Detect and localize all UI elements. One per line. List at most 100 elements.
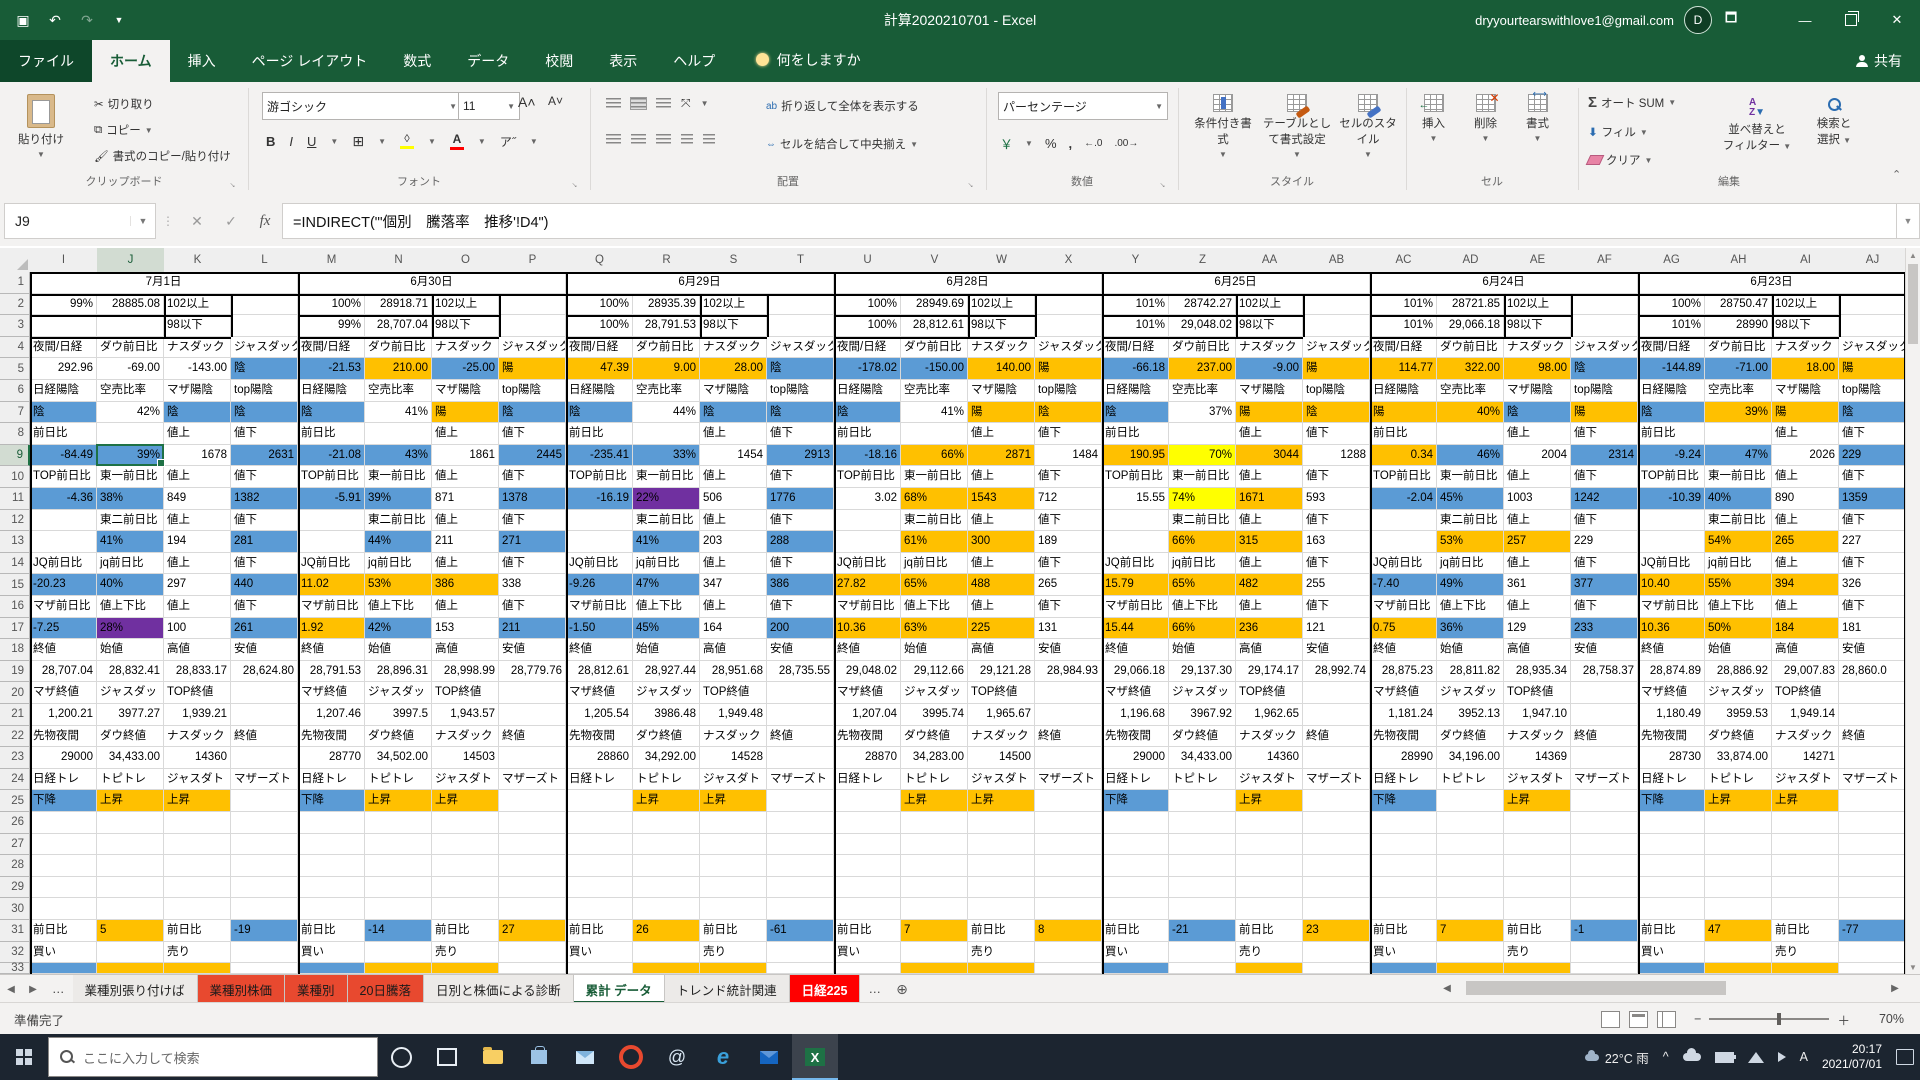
cell[interactable]: -178.02 [834,358,901,380]
cell[interactable] [1102,531,1169,553]
cell[interactable]: マザ前日比 [1638,596,1705,618]
cell[interactable]: -1 [1571,920,1638,942]
cell[interactable]: 安値 [1035,639,1102,661]
cell-date-6月29日[interactable]: 6月29日 [566,272,834,294]
row-header-26[interactable]: 26 [0,812,30,834]
taskbar-search-input[interactable]: ここに入力して検索 [48,1037,378,1077]
cell[interactable] [298,531,365,553]
cell[interactable]: 593 [1303,488,1370,510]
column-header-M[interactable]: M [298,248,366,273]
cell[interactable] [1169,812,1236,834]
cell[interactable]: トピトレ [1169,768,1236,791]
cell[interactable] [1303,682,1370,704]
cell[interactable]: TOP前日比 [1102,466,1169,488]
cell[interactable] [834,898,901,920]
cell[interactable] [164,855,231,877]
font-size-combo[interactable]: 11 ▼ [458,92,520,120]
cell[interactable]: マザ陽陰 [968,380,1035,402]
cell[interactable]: 98以下 [1236,315,1303,337]
row-header-5[interactable]: 5 [0,358,30,380]
cell[interactable]: 日経トレ [1370,768,1437,791]
cell[interactable]: 1776 [767,488,834,510]
outlook-button[interactable]: @ [654,1034,700,1080]
cell[interactable]: JQ前日比 [1638,552,1705,575]
column-header-AA[interactable]: AA [1236,248,1304,273]
row-header-8[interactable]: 8 [0,423,30,445]
cell[interactable]: 値下 [767,423,834,445]
cell[interactable] [365,963,432,974]
cell[interactable]: 値上 [432,423,499,445]
cell[interactable] [365,898,432,920]
align-top-icon[interactable] [606,98,621,109]
cell[interactable]: 1,205.54 [566,704,633,726]
edge-button[interactable]: e [700,1034,746,1080]
cell[interactable]: 安値 [1839,639,1906,661]
store-button[interactable] [516,1034,562,1080]
selected-cell-J9[interactable] [96,443,165,467]
cell[interactable] [767,747,834,769]
cell[interactable] [1370,509,1437,532]
cell[interactable] [1169,855,1236,877]
cell[interactable]: 終値 [834,639,901,661]
cell[interactable]: 東一前日比 [365,466,432,488]
cell[interactable] [164,963,231,974]
cell[interactable] [834,833,901,856]
cell[interactable]: jq前日比 [633,552,700,575]
find-select-button[interactable]: 検索と 選択 ▼ [1796,94,1872,151]
cell[interactable]: 値上 [1236,509,1303,532]
browser-button[interactable] [608,1034,654,1080]
cell[interactable]: 712 [1035,488,1102,510]
expand-formula-bar-icon[interactable]: ▼ [1896,203,1920,239]
cell[interactable]: 値上 [432,509,499,532]
cell[interactable] [1169,833,1236,856]
cell[interactable]: 前日比 [700,920,767,942]
cell[interactable] [1705,941,1772,964]
phonetic-button[interactable]: ア˝ [499,134,516,149]
cell[interactable] [1705,855,1772,877]
cell[interactable]: 東二前日比 [1169,509,1236,532]
row-header-20[interactable]: 20 [0,682,30,704]
cell[interactable]: 28,951.68 [700,660,767,683]
cell[interactable] [298,833,365,856]
redo-icon[interactable]: ↷ [81,11,93,28]
cell[interactable]: 233 [1571,617,1638,640]
cell[interactable]: 前日比 [1772,920,1839,942]
enter-formula-icon[interactable]: ✓ [225,212,237,229]
cell[interactable]: 東二前日比 [633,509,700,532]
cell[interactable]: 日経陽陰 [1102,380,1169,402]
cell[interactable]: 0.34 [1370,444,1437,467]
align-center-icon[interactable] [631,134,646,145]
sheet-nav-next-icon[interactable]: ▶ [29,983,37,995]
cell[interactable]: 日経トレ [30,768,97,791]
cell[interactable]: 1,196.68 [1102,704,1169,726]
cell[interactable]: 28.00 [700,358,767,380]
align-right-icon[interactable] [656,134,671,145]
cell[interactable]: 2871 [968,444,1035,467]
cell[interactable]: 2445 [499,444,566,467]
cell[interactable]: 前日比 [1638,920,1705,942]
cell[interactable]: 101% [1370,293,1437,316]
cell[interactable] [1839,747,1906,769]
column-header-T[interactable]: T [767,248,835,273]
cell[interactable]: 前日比 [30,423,97,445]
cell[interactable] [1370,898,1437,920]
cell[interactable]: 257 [1504,531,1571,553]
row-header-19[interactable]: 19 [0,660,30,683]
cell[interactable] [1035,812,1102,834]
cell[interactable]: TOP終値 [700,682,767,704]
clear-button[interactable]: クリア ▼ [1585,152,1652,168]
cell[interactable]: 14369 [1504,747,1571,769]
cell[interactable]: 陰 [767,401,834,424]
sheet-tab-トレンド統計関連[interactable]: トレンド統計関連 [664,975,790,1003]
cell[interactable]: マザ終値 [298,682,365,704]
cell[interactable]: 高値 [432,639,499,661]
cell[interactable]: マザ終値 [1638,682,1705,704]
cell[interactable]: 夜間/日経 [1638,336,1705,359]
hscroll-right-icon[interactable]: ▶ [1891,982,1899,994]
cell[interactable] [1839,812,1906,834]
cell[interactable]: 値下 [767,596,834,618]
cell[interactable]: 買い [834,941,901,964]
cell[interactable]: 28860 [566,747,633,769]
row-header-23[interactable]: 23 [0,747,30,769]
cell[interactable]: 2004 [1504,444,1571,467]
